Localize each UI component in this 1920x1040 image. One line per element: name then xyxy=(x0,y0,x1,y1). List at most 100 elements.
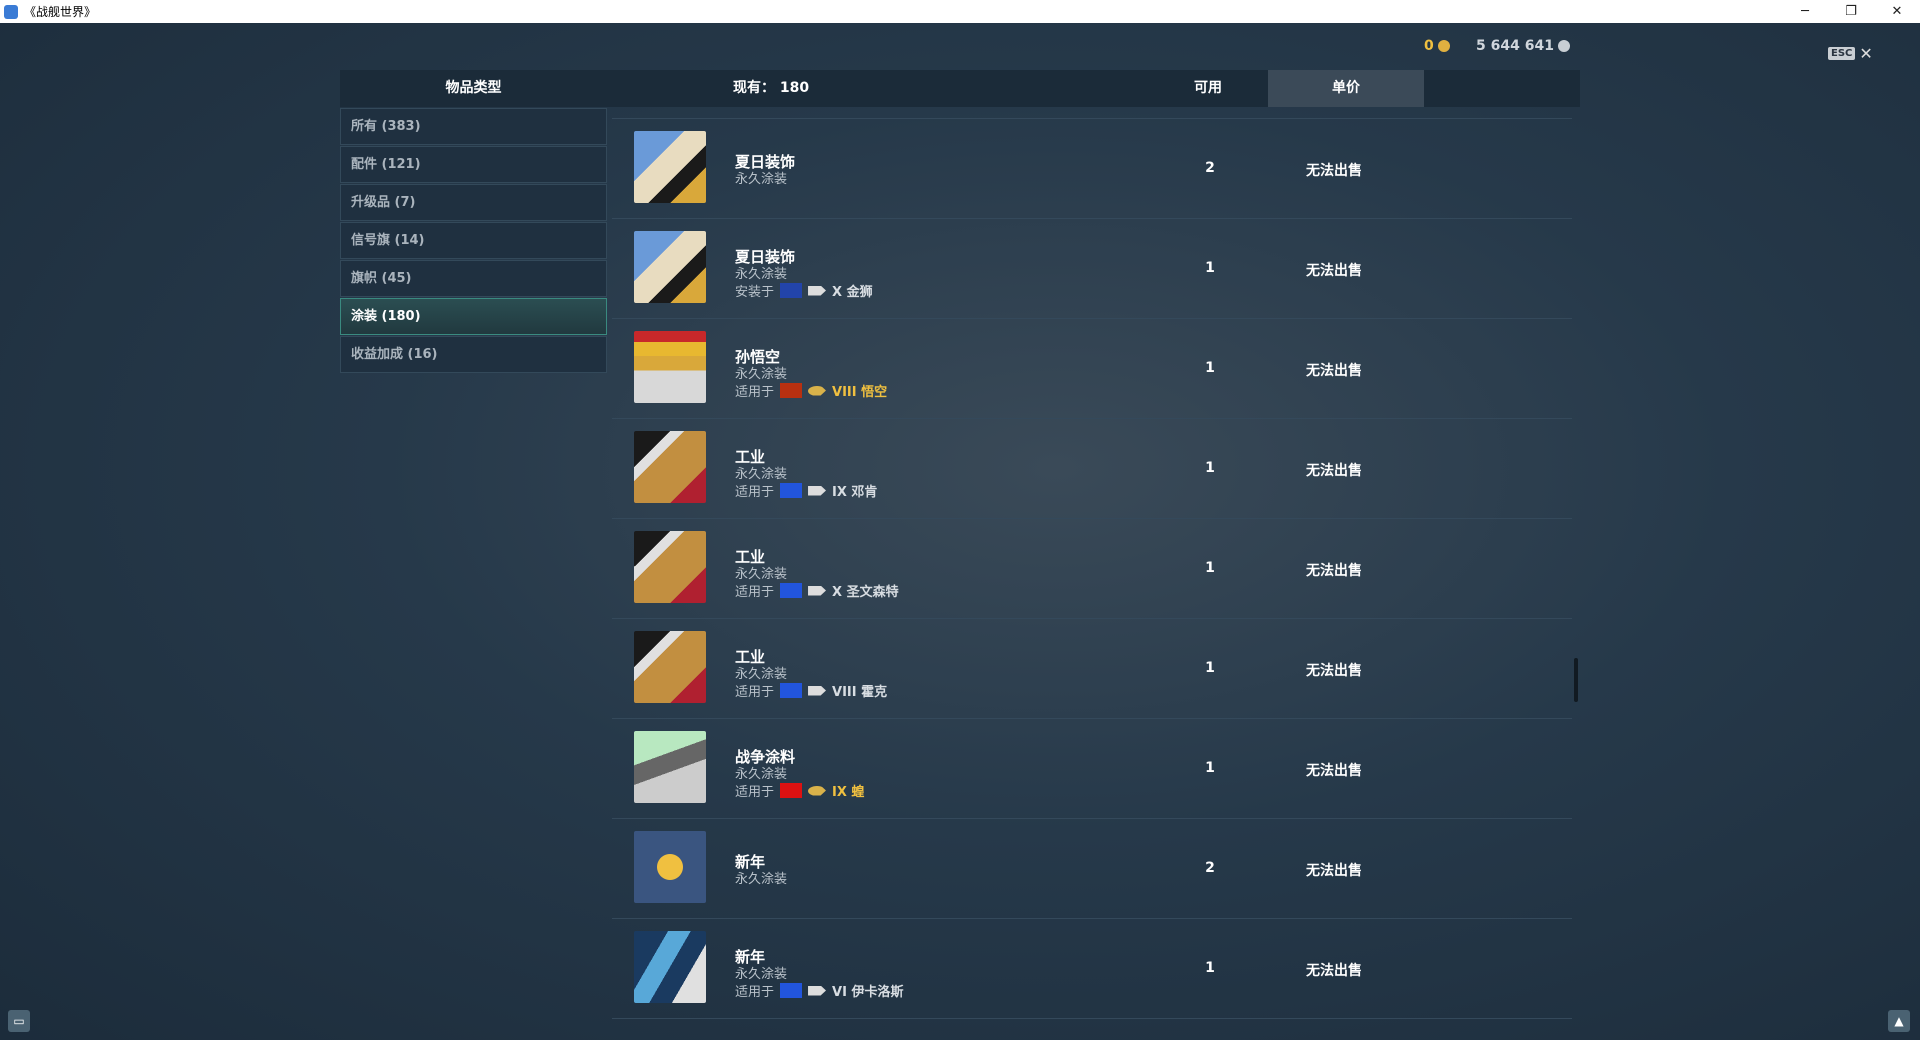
ship-class-icon xyxy=(808,285,827,296)
close-window-button[interactable]: ✕ xyxy=(1891,4,1903,19)
camouflage-thumbnail xyxy=(634,131,706,203)
ship-class-icon xyxy=(808,685,827,696)
nation-flag-icon xyxy=(780,983,803,998)
item-type: 永久涂装 xyxy=(735,872,788,887)
applies-to: 适用于 VIII 霍克 xyxy=(735,681,887,700)
nation-flag-icon xyxy=(780,383,803,398)
item-name: 孙悟空 xyxy=(735,348,781,366)
applies-to: 适用于 VIII 悟空 xyxy=(735,381,887,400)
item-type: 永久涂装 xyxy=(735,172,788,187)
applies-to: 适用于 IX 蝗 xyxy=(735,781,864,800)
list-item[interactable]: 工业 永久涂装 适用于 IX 邓肯 1 无法出售 xyxy=(612,419,1572,519)
sidebar-item[interactable]: 旗帜 (45) xyxy=(340,260,607,297)
gold-coin-icon xyxy=(1437,40,1450,52)
item-name: 工业 xyxy=(735,648,766,666)
item-price: 无法出售 xyxy=(1306,163,1362,179)
list-item[interactable]: 孙悟空 永久涂装 适用于 VIII 悟空 1 无法出售 xyxy=(612,319,1572,419)
item-quantity: 2 xyxy=(1205,860,1215,876)
nation-flag-icon xyxy=(780,283,803,298)
list-item[interactable]: 工业 永久涂装 适用于 VIII 霍克 1 无法出售 xyxy=(612,619,1572,719)
table-header: 物品类型 现有： 180 可用 单价 xyxy=(340,70,1580,107)
camouflage-thumbnail xyxy=(634,931,706,1003)
ship-class-icon xyxy=(808,985,827,996)
sidebar-item[interactable]: 配件 (121) xyxy=(340,146,607,183)
list-item[interactable]: 夏日装饰 永久涂装 2 无法出售 xyxy=(612,119,1572,219)
applies-label: 安装于 xyxy=(735,285,775,300)
sidebar-item[interactable]: 升级品 (7) xyxy=(340,184,607,221)
item-type: 永久涂装 xyxy=(735,467,788,482)
list-item[interactable]: 战争涂料 永久涂装 适用于 IX 蝗 1 无法出售 xyxy=(612,719,1572,819)
app-icon xyxy=(4,4,18,19)
silver-balance: 5 644 641 xyxy=(1476,38,1570,54)
item-quantity: 1 xyxy=(1205,460,1215,476)
item-quantity: 1 xyxy=(1205,260,1215,276)
restore-button[interactable]: ❐ xyxy=(1845,4,1857,19)
minimize-button[interactable]: ─ xyxy=(1801,4,1809,19)
ship-class-icon xyxy=(808,385,827,396)
close-icon: ✕ xyxy=(1859,44,1873,63)
list-item[interactable]: 夏日装饰 永久涂装 安装于 X 金狮 1 无法出售 xyxy=(612,219,1572,319)
applies-to: 适用于 VI 伊卡洛斯 xyxy=(735,981,903,1000)
header-price[interactable]: 单价 xyxy=(1268,70,1424,107)
camouflage-thumbnail xyxy=(634,831,706,903)
header-available[interactable]: 可用 xyxy=(1194,80,1222,96)
category-sidebar: 所有 (383) 配件 (121) 升级品 (7) 信号旗 (14) 旗帜 (45) 涂装… xyxy=(340,108,607,374)
applies-label: 适用于 xyxy=(735,385,775,400)
item-quantity: 1 xyxy=(1205,660,1215,676)
nation-flag-icon xyxy=(780,483,803,498)
ship-name: IX 蝗 xyxy=(832,785,865,800)
notifications-button[interactable]: ▲ xyxy=(1888,1010,1910,1032)
nation-flag-icon xyxy=(780,783,803,798)
list-item[interactable]: 新年 永久涂装 适用于 VI 伊卡洛斯 1 无法出售 xyxy=(612,919,1572,1019)
item-price: 无法出售 xyxy=(1306,863,1362,879)
item-name: 夏日装饰 xyxy=(735,248,796,266)
ship-class-icon xyxy=(808,585,827,596)
esc-close-button[interactable]: ESC ✕ xyxy=(1828,44,1873,63)
item-name: 工业 xyxy=(735,448,766,466)
ship-name: X 圣文森特 xyxy=(832,585,899,600)
title-bar: 《战舰世界》 ─ ❐ ✕ xyxy=(0,0,1920,23)
item-quantity: 1 xyxy=(1205,360,1215,376)
item-type: 永久涂装 xyxy=(735,967,788,982)
item-name: 工业 xyxy=(735,548,766,566)
item-price: 无法出售 xyxy=(1306,463,1362,479)
ship-name: VIII 霍克 xyxy=(832,685,888,700)
list-item[interactable]: 工业 永久涂装 适用于 X 圣文森特 1 无法出售 xyxy=(612,519,1572,619)
ship-name: X 金狮 xyxy=(832,285,873,300)
camouflage-thumbnail xyxy=(634,731,706,803)
esc-key-icon: ESC xyxy=(1828,47,1856,60)
sidebar-item[interactable]: 信号旗 (14) xyxy=(340,222,607,259)
header-owned: 现有： 180 xyxy=(733,80,810,96)
nation-flag-icon xyxy=(780,683,803,698)
applies-to: 适用于 IX 邓肯 xyxy=(735,481,877,500)
item-name: 新年 xyxy=(735,948,766,966)
item-quantity: 1 xyxy=(1205,760,1215,776)
header-category: 物品类型 xyxy=(445,80,502,96)
bell-icon: ▲ xyxy=(1894,1014,1904,1028)
item-type: 永久涂装 xyxy=(735,667,788,682)
item-type: 永久涂装 xyxy=(735,367,788,382)
item-price: 无法出售 xyxy=(1306,363,1362,379)
chat-button[interactable]: ▭ xyxy=(8,1010,30,1032)
item-quantity: 2 xyxy=(1205,160,1215,176)
item-quantity: 1 xyxy=(1205,960,1215,976)
applies-label: 适用于 xyxy=(735,685,775,700)
sidebar-item[interactable]: 所有 (383) xyxy=(340,108,607,145)
ship-name: IX 邓肯 xyxy=(832,485,878,500)
sidebar-item[interactable]: 收益加成 (16) xyxy=(340,336,607,373)
item-type: 永久涂装 xyxy=(735,567,788,582)
sidebar-item[interactable]: 涂装 (180) xyxy=(340,298,607,335)
nation-flag-icon xyxy=(780,583,803,598)
item-type: 永久涂装 xyxy=(735,267,788,282)
gold-amount: 0 xyxy=(1424,38,1434,54)
item-name: 新年 xyxy=(735,853,766,871)
camouflage-thumbnail xyxy=(634,531,706,603)
ship-class-icon xyxy=(808,485,827,496)
applies-label: 适用于 xyxy=(735,485,775,500)
silver-coin-icon xyxy=(1557,40,1570,52)
list-item[interactable]: 新年 永久涂装 2 无法出售 xyxy=(612,819,1572,919)
ship-name: VI 伊卡洛斯 xyxy=(832,985,904,1000)
item-name: 战争涂料 xyxy=(735,748,796,766)
scrollbar[interactable] xyxy=(1574,658,1578,702)
applies-label: 适用于 xyxy=(735,585,775,600)
